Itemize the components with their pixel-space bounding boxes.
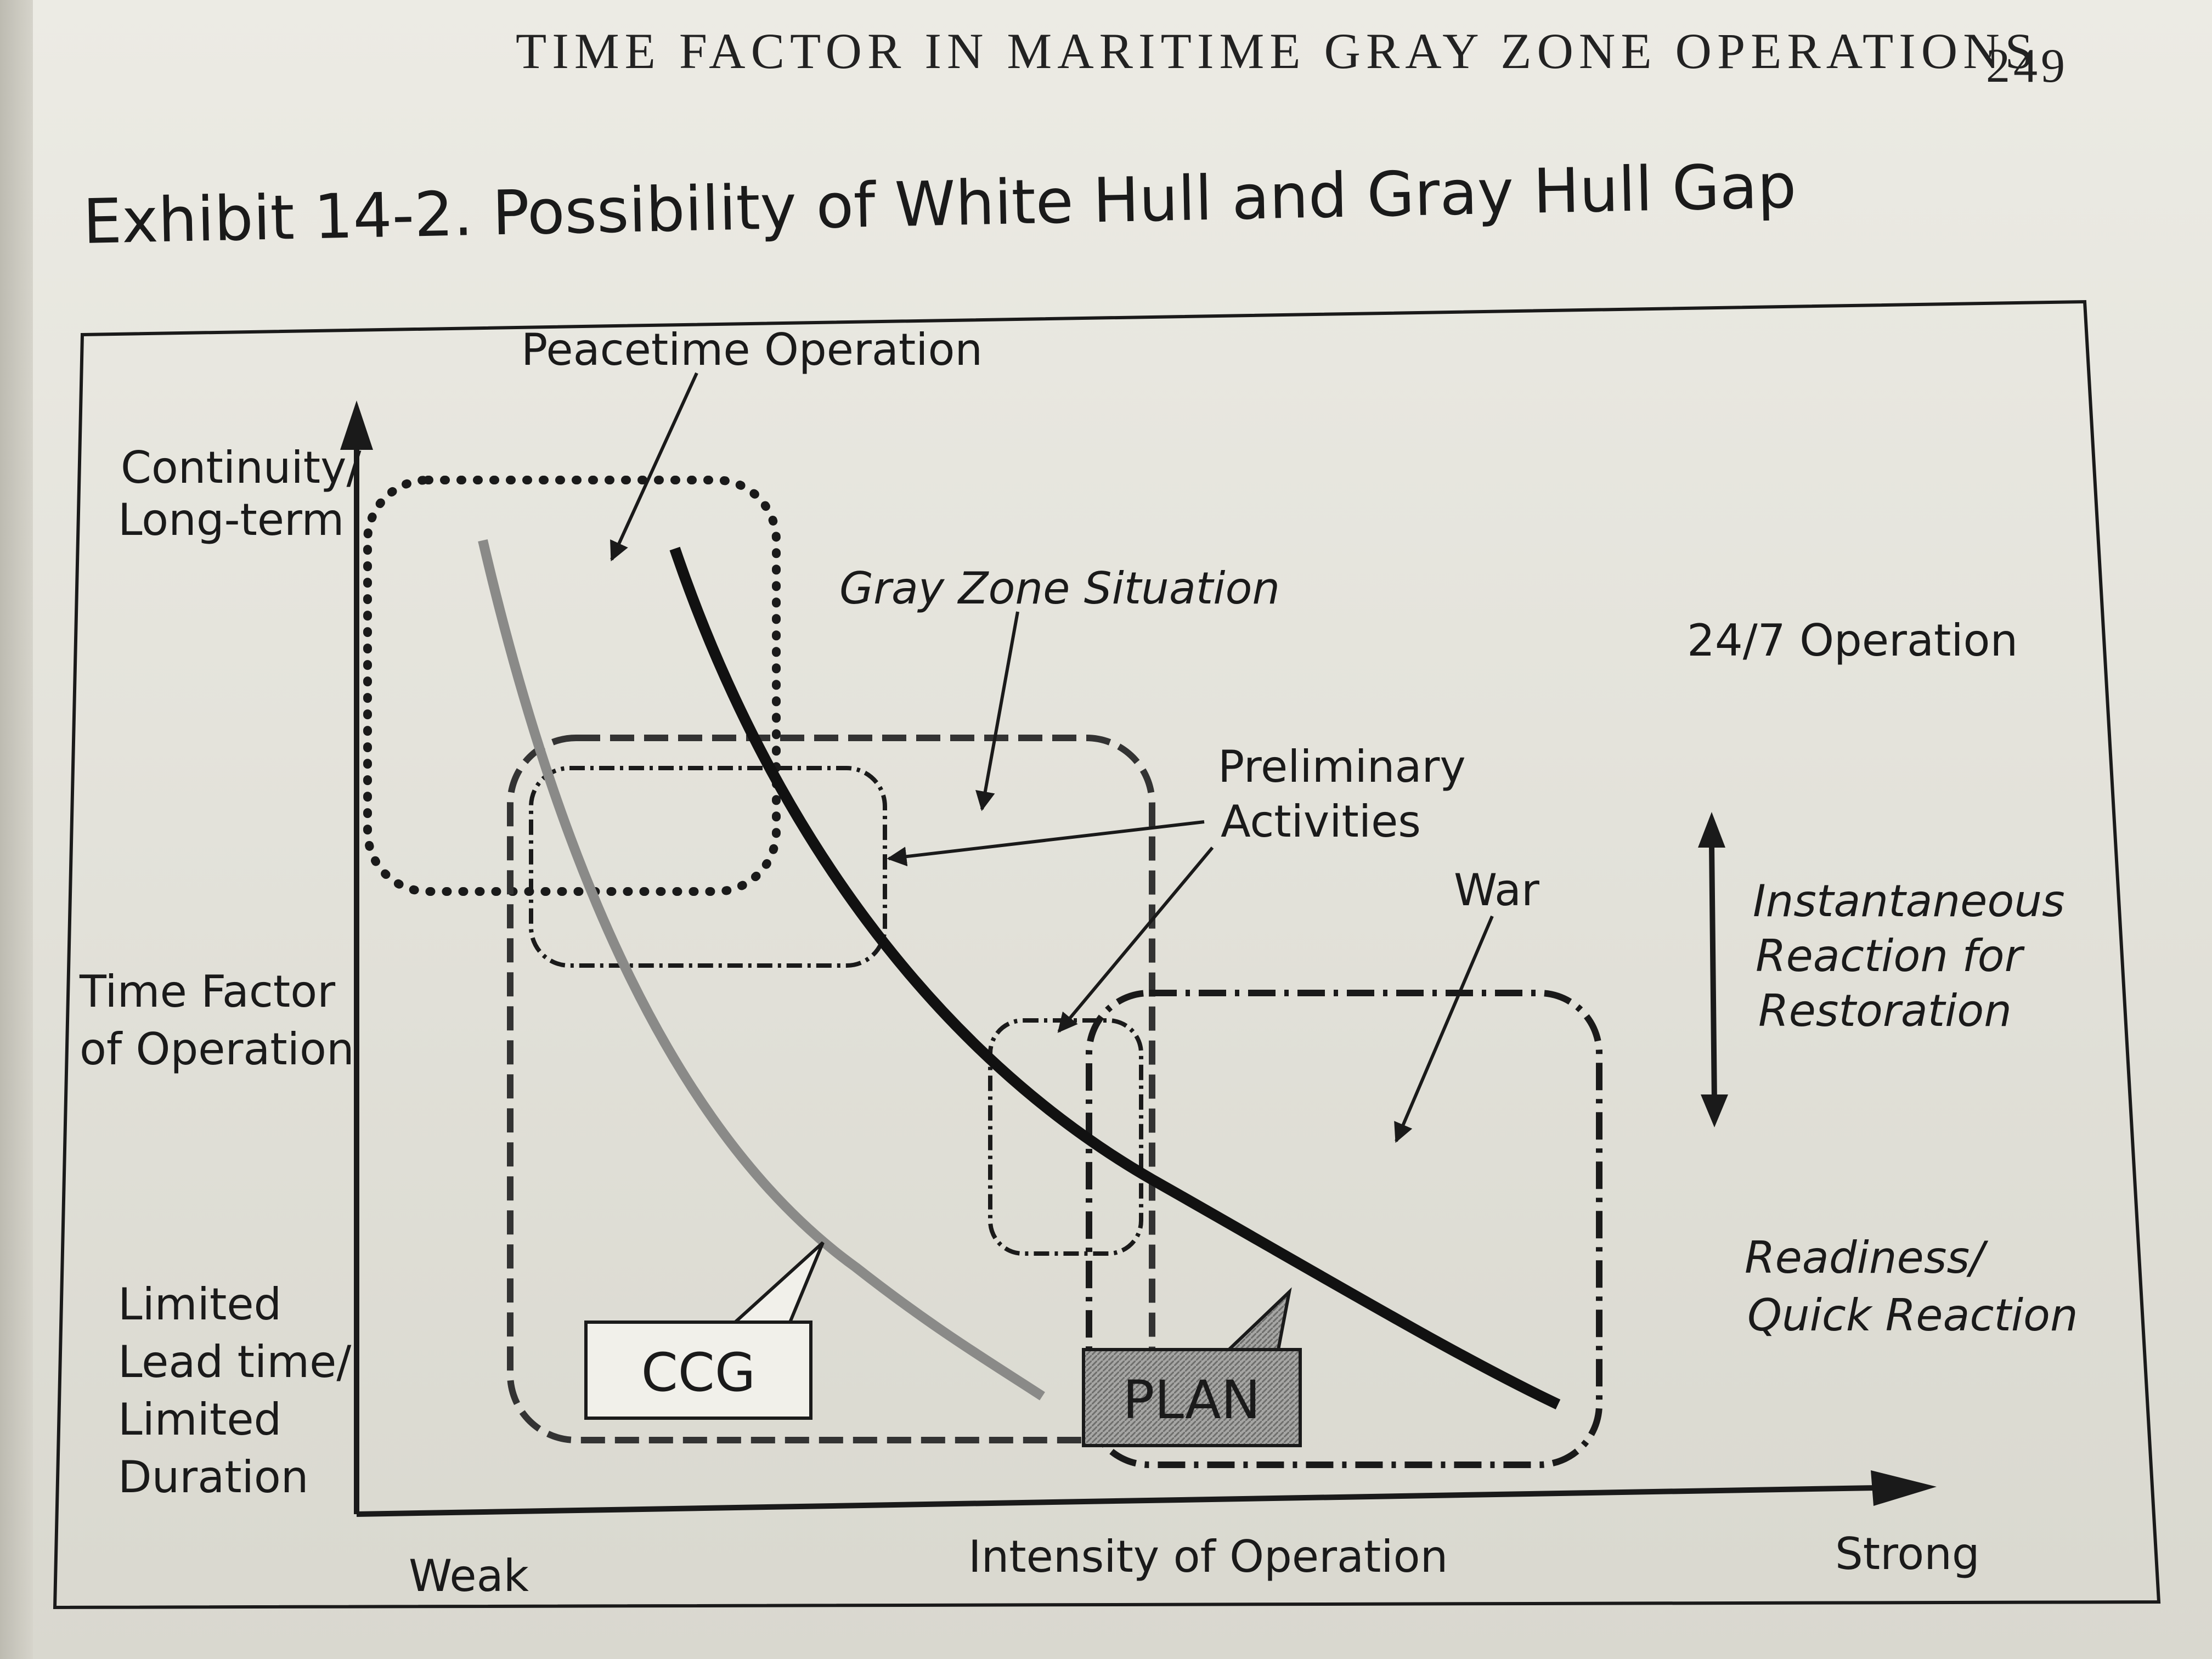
reaction-range-arrowhead-up: [1698, 812, 1725, 848]
y-top-label-line-1: Continuity/: [121, 442, 361, 493]
instantaneous-label-line-1: Instantaneous: [1753, 876, 2065, 927]
preliminary-leader-arrow-lower: [1057, 847, 1214, 1033]
preliminary-leader-arrow-upper: [887, 820, 1205, 867]
war-region: [1086, 990, 1602, 1468]
peacetime-label: Peacetime Operation: [521, 324, 983, 375]
y-bottom-label-line-4: Duration: [118, 1452, 308, 1503]
gray-zone-region: [507, 735, 1155, 1443]
reaction-range-line: [1709, 844, 1717, 1103]
y-bottom-label-line-2: Lead time/: [118, 1336, 351, 1387]
peacetime-leader-arrow: [610, 372, 698, 562]
ccg-callout-box: [584, 1321, 812, 1420]
diagram-frame: [53, 300, 2161, 1610]
x-axis-arrowhead: [1871, 1470, 1937, 1506]
page-number: 249: [1986, 40, 2068, 93]
y-axis-label-line-1: Time Factor: [79, 966, 335, 1017]
instantaneous-label-line-3: Restoration: [1758, 985, 2012, 1036]
y-axis-arrowhead: [340, 400, 373, 450]
instantaneous-label-line-2: Reaction for: [1756, 930, 2025, 981]
y-bottom-label-line-3: Limited: [118, 1394, 281, 1445]
y-top-label-line-2: Long-term: [118, 494, 344, 545]
plan-curve: [669, 546, 1561, 1410]
ccg-callout-label: CCG: [641, 1342, 755, 1403]
x-axis-label: Intensity of Operation: [968, 1531, 1448, 1582]
book-spine-shadow: [0, 0, 33, 1659]
ccg-curve: [478, 539, 1045, 1401]
y-axis-label-line-2: of Operation: [80, 1024, 354, 1075]
gray-zone-leader-arrow: [975, 611, 1019, 811]
preliminary-region-lower: [988, 1018, 1143, 1256]
war-label: War: [1454, 865, 1539, 916]
readiness-label-line-1: Readiness/: [1745, 1232, 1989, 1283]
ccg-callout-pointer: [731, 1241, 825, 1324]
peacetime-region: [363, 476, 781, 896]
x-right-label: Strong: [1835, 1528, 1980, 1579]
x-axis: [356, 1485, 1877, 1517]
operation-24-7-label: 24/7 Operation: [1687, 615, 2018, 666]
y-bottom-label-line-1: Limited: [118, 1279, 281, 1330]
readiness-label-line-2: Quick Reaction: [1747, 1290, 2078, 1341]
x-left-label: Weak: [409, 1550, 529, 1601]
gray-zone-label: Gray Zone Situation: [839, 563, 1280, 614]
preliminary-label-line-2: Activities: [1221, 796, 1421, 847]
war-leader-arrow: [1394, 915, 1494, 1143]
plan-callout-box: [1082, 1348, 1302, 1447]
running-head: TIME FACTOR IN MARITIME GRAY ZONE OPERAT…: [516, 23, 2039, 79]
preliminary-region-upper: [529, 766, 887, 968]
reaction-range-arrowhead-down: [1701, 1094, 1728, 1127]
preliminary-label-line-1: Preliminary: [1218, 741, 1466, 792]
plan-callout-label: PLAN: [1122, 1369, 1260, 1431]
plan-callout-pointer: [1224, 1287, 1292, 1351]
